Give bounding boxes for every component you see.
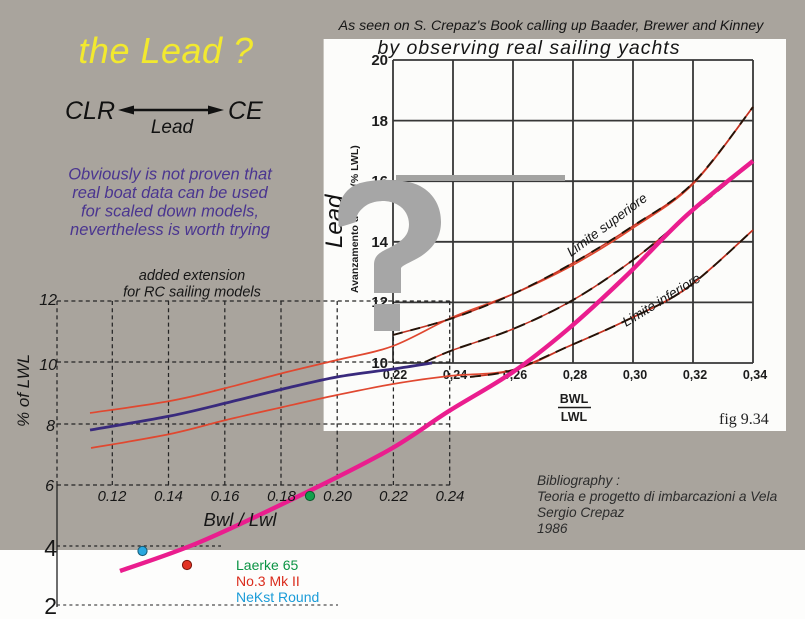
svg-text:LWL: LWL (561, 410, 588, 424)
svg-text:20: 20 (371, 52, 388, 69)
svg-text:1986: 1986 (537, 521, 568, 536)
svg-text:2: 2 (44, 593, 57, 619)
svg-text:10: 10 (39, 357, 57, 374)
svg-text:Bibliography :: Bibliography : (537, 473, 620, 488)
svg-text:12: 12 (39, 292, 57, 309)
svg-text:nevertheless is worth trying: nevertheless is worth trying (70, 221, 271, 239)
svg-text:for RC sailing models: for RC sailing models (123, 285, 261, 301)
svg-text:14: 14 (371, 234, 388, 251)
svg-text:0.22: 0.22 (379, 489, 409, 505)
svg-text:CLR: CLR (65, 97, 115, 125)
svg-text:10: 10 (371, 355, 388, 372)
svg-text:0.16: 0.16 (211, 489, 241, 505)
svg-text:8: 8 (46, 418, 55, 435)
svg-text:0.20: 0.20 (323, 489, 353, 505)
svg-text:Bwl / Lwl: Bwl / Lwl (204, 509, 278, 530)
svg-text:18: 18 (371, 113, 388, 130)
svg-text:Laerke 65: Laerke 65 (236, 557, 298, 573)
svg-text:0.12: 0.12 (98, 489, 128, 505)
svg-text:CE: CE (228, 97, 263, 125)
svg-text:0,22: 0,22 (383, 368, 407, 382)
svg-text:real boat data can be used: real boat data can be used (72, 184, 268, 202)
svg-text:the Lead ?: the Lead ? (78, 30, 253, 71)
svg-text:0,28: 0,28 (563, 368, 587, 382)
svg-text:% of LWL: % of LWL (14, 354, 33, 427)
svg-text:No.3 Mk II: No.3 Mk II (236, 573, 300, 589)
svg-text:As seen on S. Crepaz's Book: As seen on S. Crepaz's Book calling up B… (338, 18, 765, 34)
svg-text:Sergio Crepaz: Sergio Crepaz (537, 505, 625, 520)
svg-text:NeKst Round: NeKst Round (236, 589, 319, 605)
svg-text:0.14: 0.14 (154, 489, 183, 505)
svg-text:by observing real sailing yach: by observing real sailing yachts (378, 37, 681, 59)
svg-text:BWL: BWL (560, 392, 589, 406)
svg-text:Obviously is not proven that: Obviously is not proven that (68, 166, 273, 184)
svg-text:fig 9.34: fig 9.34 (719, 411, 769, 428)
svg-text:6: 6 (45, 478, 54, 495)
svg-text:Lead: Lead (151, 117, 195, 138)
svg-text:for scaled down models,: for scaled down models, (81, 203, 259, 221)
svg-text:added extension: added extension (139, 268, 245, 284)
svg-text:0.24: 0.24 (436, 489, 465, 505)
svg-text:0.18: 0.18 (267, 489, 297, 505)
svg-text:4: 4 (44, 535, 57, 561)
svg-text:0,30: 0,30 (623, 368, 647, 382)
svg-text:Teoria e progetto di imbarcazi: Teoria e progetto di imbarcazioni a Vela (537, 489, 778, 504)
svg-text:0,34: 0,34 (743, 368, 767, 382)
svg-text:0,32: 0,32 (683, 368, 707, 382)
